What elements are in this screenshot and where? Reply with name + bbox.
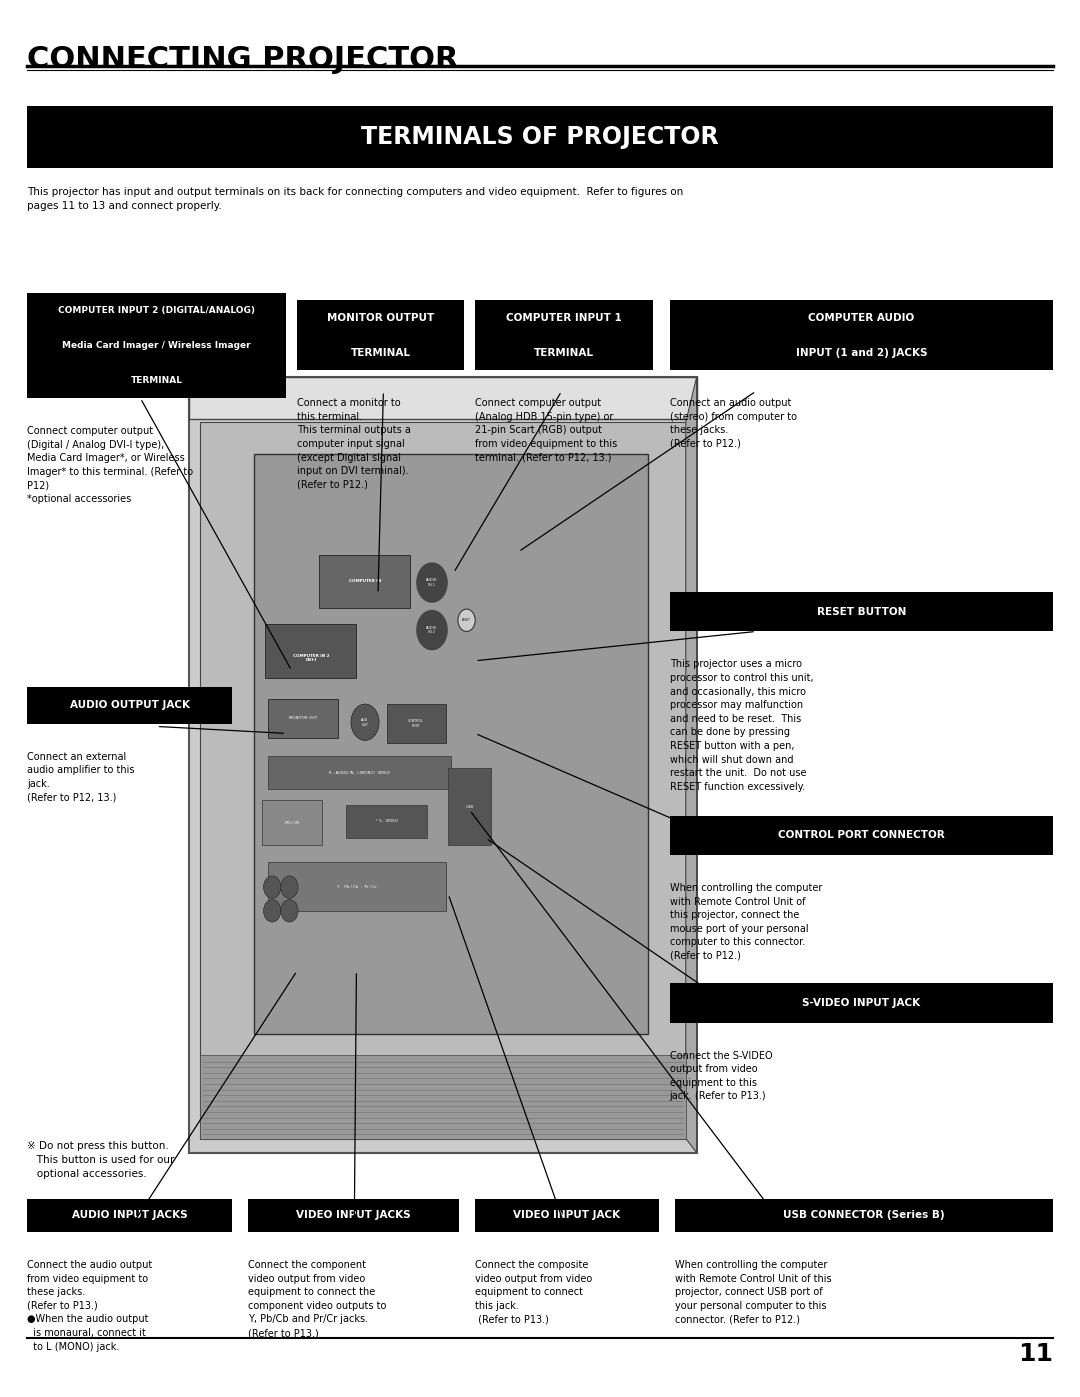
Text: When controlling the computer
with Remote Control Unit of this
projector, connec: When controlling the computer with Remot… (675, 1260, 832, 1324)
FancyBboxPatch shape (268, 862, 446, 911)
Circle shape (417, 610, 447, 650)
Text: MCI / WI: MCI / WI (285, 821, 300, 824)
Text: * S - VIDEO: * S - VIDEO (376, 820, 397, 823)
Text: This projector uses a micro
processor to control this unit,
and occasionally, th: This projector uses a micro processor to… (670, 659, 813, 792)
Text: USB CONNECTOR (Series B): USB CONNECTOR (Series B) (783, 1210, 945, 1221)
Text: Y    Pb / Cb  -  Pr / Cr: Y Pb / Cb - Pr / Cr (337, 886, 376, 888)
Text: TERMINALS OF PROJECTOR: TERMINALS OF PROJECTOR (361, 124, 719, 149)
Text: S-VIDEO INPUT JACK: S-VIDEO INPUT JACK (802, 997, 920, 1009)
Text: VIDEO INPUT JACK: VIDEO INPUT JACK (513, 1210, 621, 1221)
Circle shape (281, 876, 298, 898)
Text: CONTROL
PORT: CONTROL PORT (408, 719, 423, 728)
Text: AUDIO INPUT JACKS: AUDIO INPUT JACKS (71, 1210, 188, 1221)
FancyBboxPatch shape (675, 1199, 1053, 1232)
FancyBboxPatch shape (448, 768, 491, 845)
FancyBboxPatch shape (262, 800, 322, 845)
Text: 11: 11 (1018, 1343, 1053, 1366)
Text: Connect an audio output
(stereo) from computer to
these jacks.
(Refer to P12.): Connect an audio output (stereo) from co… (670, 398, 797, 448)
Text: Connect a monitor to
this terminal.
This terminal outputs a
computer input signa: Connect a monitor to this terminal. This… (297, 398, 410, 490)
Circle shape (417, 563, 447, 602)
Circle shape (264, 900, 281, 922)
FancyBboxPatch shape (670, 300, 1053, 370)
FancyBboxPatch shape (268, 756, 451, 789)
FancyBboxPatch shape (670, 816, 1053, 855)
Text: This projector has input and output terminals on its back for connecting compute: This projector has input and output term… (27, 187, 684, 211)
Text: TERMINAL: TERMINAL (131, 376, 183, 386)
Text: TERMINAL: TERMINAL (535, 348, 594, 358)
Text: COMPUTER INPUT 1: COMPUTER INPUT 1 (507, 313, 622, 323)
Circle shape (458, 609, 475, 631)
Text: TERMINAL: TERMINAL (351, 348, 410, 358)
FancyBboxPatch shape (27, 1199, 232, 1232)
FancyBboxPatch shape (319, 555, 410, 608)
Text: Connect computer output
(Analog HDB 15-pin type) or
21-pin Scart (RGB) output
fr: Connect computer output (Analog HDB 15-p… (475, 398, 618, 462)
Text: R - AUDIO IN - L(MONO)  VIDEO: R - AUDIO IN - L(MONO) VIDEO (329, 771, 390, 774)
Text: Connect computer output
(Digital / Analog DVI-I type),
Media Card Imager*, or Wi: Connect computer output (Digital / Analo… (27, 426, 193, 504)
Text: COMPUTER IN 2
DVI-I: COMPUTER IN 2 DVI-I (293, 654, 329, 662)
Circle shape (264, 876, 281, 898)
Text: When controlling the computer
with Remote Control Unit of
this projector, connec: When controlling the computer with Remot… (670, 883, 822, 961)
Polygon shape (189, 377, 697, 1153)
Text: MONITOR OUT: MONITOR OUT (289, 717, 318, 719)
FancyBboxPatch shape (248, 1199, 459, 1232)
FancyBboxPatch shape (265, 624, 356, 678)
Text: INPUT (1 and 2) JACKS: INPUT (1 and 2) JACKS (796, 348, 927, 358)
FancyBboxPatch shape (475, 300, 653, 370)
Text: VIDEO INPUT JACKS: VIDEO INPUT JACKS (296, 1210, 411, 1221)
Text: USB: USB (465, 806, 474, 809)
Text: Connect the S-VIDEO
output from video
equipment to this
jack. (Refer to P13.): Connect the S-VIDEO output from video eq… (670, 1051, 772, 1101)
Text: COMPUTER IN: COMPUTER IN (349, 580, 381, 583)
Circle shape (281, 900, 298, 922)
Text: COMPUTER INPUT 2 (DIGITAL/ANALOG): COMPUTER INPUT 2 (DIGITAL/ANALOG) (58, 306, 255, 316)
Text: AUD
OUT: AUD OUT (362, 718, 368, 726)
Text: Connect the composite
video output from video
equipment to connect
this jack.
 (: Connect the composite video output from … (475, 1260, 593, 1324)
Text: AUDIO
IN 1: AUDIO IN 1 (427, 578, 437, 587)
FancyBboxPatch shape (346, 805, 427, 838)
FancyBboxPatch shape (27, 106, 1053, 168)
FancyBboxPatch shape (297, 300, 464, 370)
Text: AUDIO OUTPUT JACK: AUDIO OUTPUT JACK (69, 700, 190, 711)
Text: Connect the component
video output from video
equipment to connect the
component: Connect the component video output from … (248, 1260, 387, 1338)
Polygon shape (686, 377, 697, 1153)
FancyBboxPatch shape (670, 592, 1053, 631)
Text: Connect an external
audio amplifier to this
jack.
(Refer to P12, 13.): Connect an external audio amplifier to t… (27, 752, 135, 802)
FancyBboxPatch shape (268, 698, 338, 738)
Text: Connect the audio output
from video equipment to
these jacks.
(Refer to P13.)
●W: Connect the audio output from video equi… (27, 1260, 152, 1352)
FancyBboxPatch shape (27, 293, 286, 398)
Polygon shape (189, 377, 697, 419)
Text: MONITOR OUTPUT: MONITOR OUTPUT (327, 313, 434, 323)
Text: RESET: RESET (462, 619, 471, 622)
Text: AUDIO
IN 2: AUDIO IN 2 (427, 626, 437, 634)
FancyBboxPatch shape (475, 1199, 659, 1232)
FancyBboxPatch shape (200, 1055, 686, 1139)
Text: CONTROL PORT CONNECTOR: CONTROL PORT CONNECTOR (778, 830, 945, 841)
Text: CONNECTING PROJECTOR: CONNECTING PROJECTOR (27, 45, 459, 74)
FancyBboxPatch shape (27, 687, 232, 724)
Text: ※ Do not press this button.
   This button is used for our
   optional accessori: ※ Do not press this button. This button … (27, 1141, 174, 1179)
FancyBboxPatch shape (254, 454, 648, 1034)
Text: COMPUTER AUDIO: COMPUTER AUDIO (808, 313, 915, 323)
Text: Media Card Imager / Wireless Imager: Media Card Imager / Wireless Imager (63, 341, 251, 351)
FancyBboxPatch shape (670, 983, 1053, 1023)
Circle shape (351, 704, 379, 740)
Polygon shape (200, 422, 686, 1139)
FancyBboxPatch shape (387, 704, 446, 743)
Text: RESET BUTTON: RESET BUTTON (816, 606, 906, 617)
